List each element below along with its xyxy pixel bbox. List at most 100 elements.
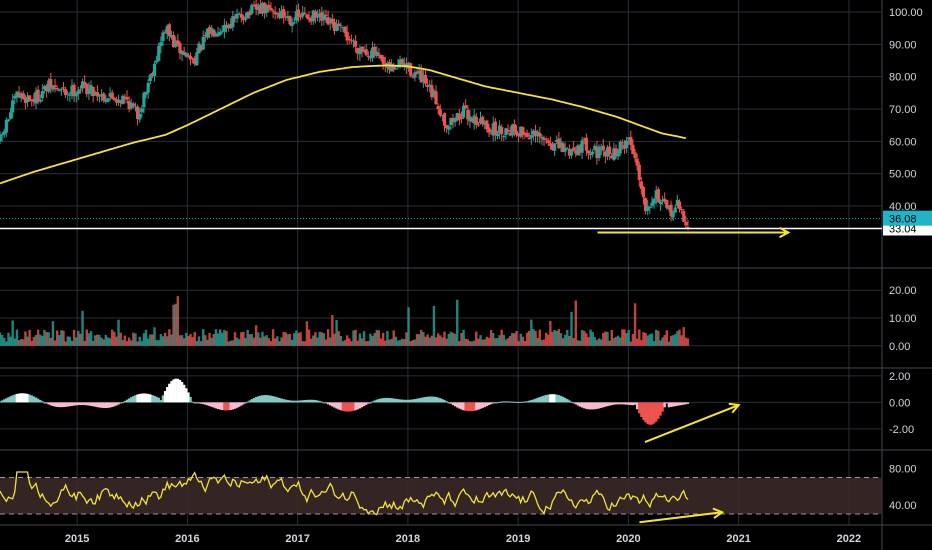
volume-bar bbox=[142, 333, 146, 346]
candle-body bbox=[567, 148, 572, 156]
volume-bar bbox=[104, 334, 108, 346]
volume-bar bbox=[650, 333, 654, 346]
candle-body bbox=[315, 16, 320, 18]
macd-bar bbox=[329, 402, 332, 406]
macd-bar bbox=[49, 402, 53, 406]
macd-bar bbox=[665, 402, 668, 404]
candle-body bbox=[658, 202, 663, 205]
macd-bar bbox=[409, 399, 412, 403]
volume-bar bbox=[85, 329, 88, 346]
candle-body bbox=[64, 89, 68, 96]
candle-body bbox=[394, 68, 398, 70]
macd-bar bbox=[263, 395, 266, 403]
macd-bar bbox=[534, 398, 537, 403]
macd-bar bbox=[293, 400, 296, 403]
macd-bar bbox=[604, 402, 607, 407]
candle-body bbox=[133, 106, 138, 108]
macd-bar bbox=[121, 402, 124, 404]
price-axis[interactable]: 100.00 90.00 80.00 70.00 60.00 50.00 40.00 20.0… bbox=[883, 7, 932, 512]
macd-bar bbox=[66, 402, 69, 407]
macd-bar bbox=[161, 395, 165, 403]
volume-bar bbox=[212, 334, 215, 346]
volume-bar bbox=[665, 330, 668, 346]
volume-bar bbox=[498, 335, 501, 346]
volume-bar bbox=[447, 333, 450, 346]
candle-body bbox=[303, 13, 307, 15]
price-level-lines bbox=[0, 218, 882, 230]
time-axis[interactable]: 2015 2016 2017 2018 2019 2020 2021 2022 bbox=[65, 533, 861, 545]
volume-bar bbox=[394, 336, 398, 346]
macd-bar bbox=[375, 399, 378, 403]
candle-body bbox=[529, 135, 533, 138]
candle-body bbox=[360, 46, 364, 52]
candle-body bbox=[279, 10, 284, 19]
macd-bar bbox=[356, 402, 359, 410]
volume-bar bbox=[30, 340, 33, 346]
candle-body bbox=[224, 24, 229, 27]
volume-bar bbox=[373, 332, 376, 346]
volume-bar bbox=[610, 329, 613, 346]
macd-bar bbox=[278, 397, 281, 403]
volume-bar bbox=[525, 332, 529, 346]
macd-bar bbox=[614, 402, 618, 405]
candle-body bbox=[159, 42, 163, 47]
candle-body bbox=[487, 127, 491, 133]
macd-bar bbox=[75, 402, 78, 406]
macd-bar bbox=[81, 402, 84, 406]
macd-bar bbox=[163, 391, 167, 403]
volume-bar bbox=[500, 329, 503, 346]
macd-bar bbox=[62, 402, 65, 408]
year-tick-label: 2016 bbox=[175, 533, 199, 545]
macd-bar bbox=[549, 394, 552, 403]
volume-bar bbox=[39, 334, 42, 346]
macd-bar bbox=[441, 399, 444, 403]
candle-body bbox=[42, 86, 47, 90]
macd-bar bbox=[142, 393, 146, 403]
volume-bar bbox=[182, 338, 186, 346]
macd-bar bbox=[22, 393, 25, 403]
volume-bar bbox=[117, 319, 120, 346]
volume-bar bbox=[557, 329, 561, 346]
candle-body bbox=[629, 136, 633, 145]
candle-body bbox=[337, 23, 341, 26]
volume-bar bbox=[405, 332, 408, 346]
volume-bar bbox=[176, 296, 180, 346]
candle-body bbox=[222, 25, 226, 32]
volume-bar bbox=[449, 331, 453, 346]
annotation-arrows bbox=[597, 226, 791, 524]
macd-bar bbox=[11, 395, 14, 403]
candle-body bbox=[191, 57, 195, 60]
candle-body bbox=[550, 144, 555, 150]
candle-body bbox=[214, 35, 218, 37]
candle-body bbox=[483, 122, 487, 125]
macd-bar bbox=[612, 402, 616, 405]
volume-bar bbox=[106, 337, 110, 346]
candle-body bbox=[627, 137, 631, 140]
volume-bar bbox=[32, 336, 36, 346]
macd-bar bbox=[83, 402, 86, 406]
macd-bar bbox=[309, 399, 313, 403]
volume-bar bbox=[614, 336, 618, 346]
macd-bar bbox=[369, 402, 372, 404]
candle-body bbox=[19, 93, 23, 99]
candle-body bbox=[182, 51, 186, 55]
macd-bar bbox=[502, 401, 505, 403]
candle-body bbox=[83, 81, 87, 85]
candle-body bbox=[220, 30, 224, 32]
candle-body bbox=[282, 9, 286, 17]
macd-bar bbox=[15, 393, 19, 403]
macd-bar bbox=[316, 400, 319, 403]
macd-bar bbox=[335, 402, 338, 409]
candle-body bbox=[263, 2, 267, 14]
volume-bar bbox=[282, 331, 285, 346]
candle-body bbox=[445, 125, 449, 129]
candle-body bbox=[351, 40, 356, 42]
macd-bar bbox=[436, 397, 440, 403]
volume-bar bbox=[629, 341, 633, 346]
macd-bar bbox=[337, 402, 340, 410]
volume-bar bbox=[223, 329, 226, 346]
macd-bar bbox=[123, 400, 127, 403]
macd-bar bbox=[250, 399, 254, 403]
volume-bar bbox=[227, 341, 230, 346]
